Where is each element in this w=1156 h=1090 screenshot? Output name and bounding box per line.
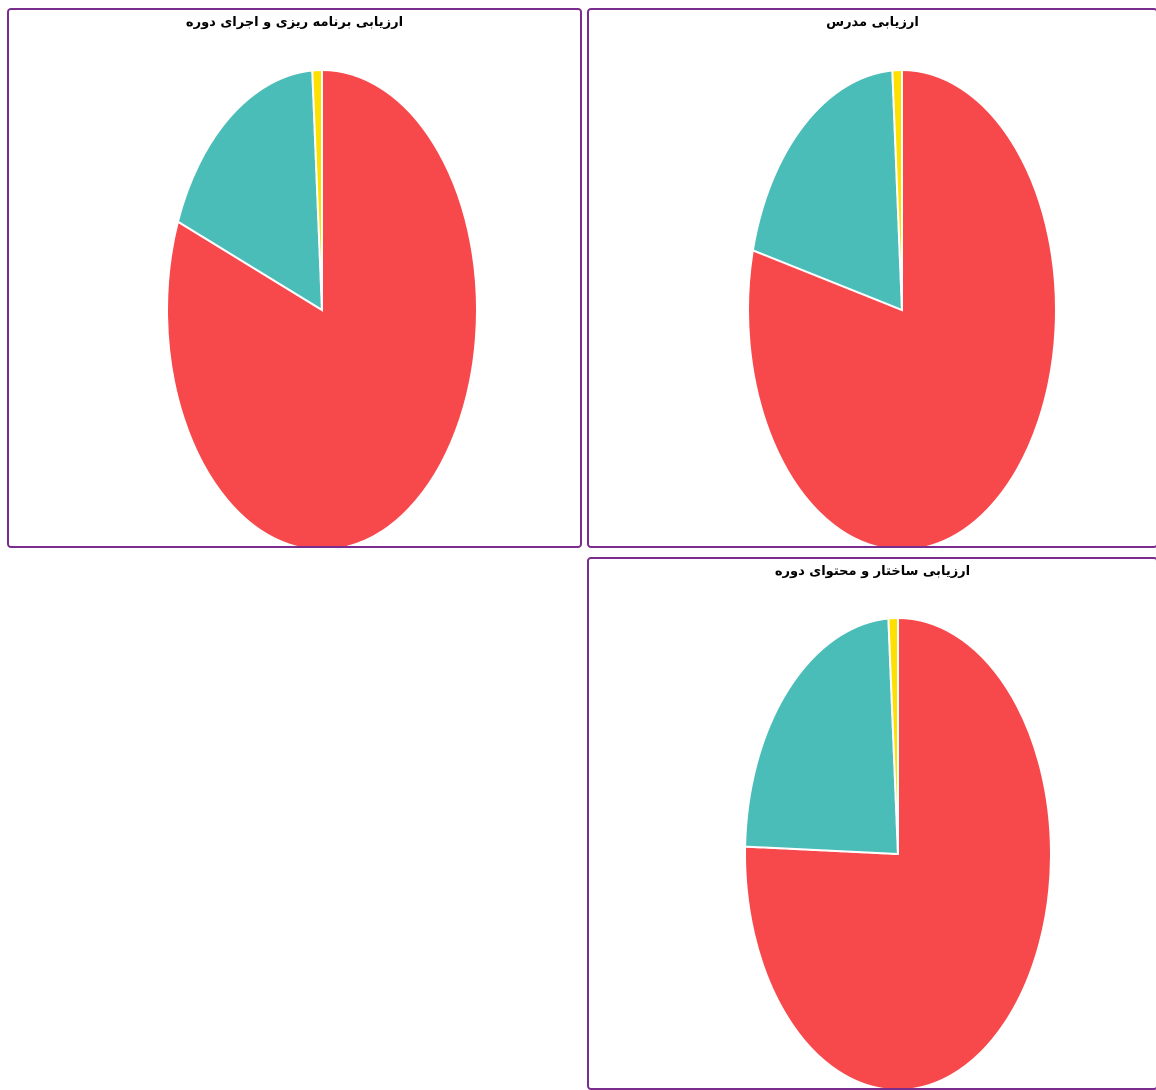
pie-chart-planning [166,68,478,546]
pie-slice-1 [176,69,324,312]
chart-panel-planning: ارزیابی برنامه ریزی و اجرای دوره [7,8,582,548]
chart-title: ارزیابی ساختار و محتوای دوره [774,564,971,579]
pie-slice-2 [887,616,899,855]
pie-slice-1 [744,617,900,856]
pie-slice-0 [747,68,1057,546]
chart-title: ارزیابی برنامه ریزی و اجرای دوره [185,15,404,30]
pie-slice-1 [751,69,904,312]
pie-chart-structure [744,616,1052,1088]
pie-chart-instructor [747,68,1057,546]
chart-panel-structure: ارزیابی ساختار و محتوای دوره [587,557,1156,1090]
chart-panel-instructor: ارزیابی مدرس [587,8,1156,548]
pie-slice-0 [166,68,478,546]
pie-slice-2 [311,68,323,311]
pie-slice-2 [891,68,903,311]
chart-title: ارزیابی مدرس [826,15,919,30]
